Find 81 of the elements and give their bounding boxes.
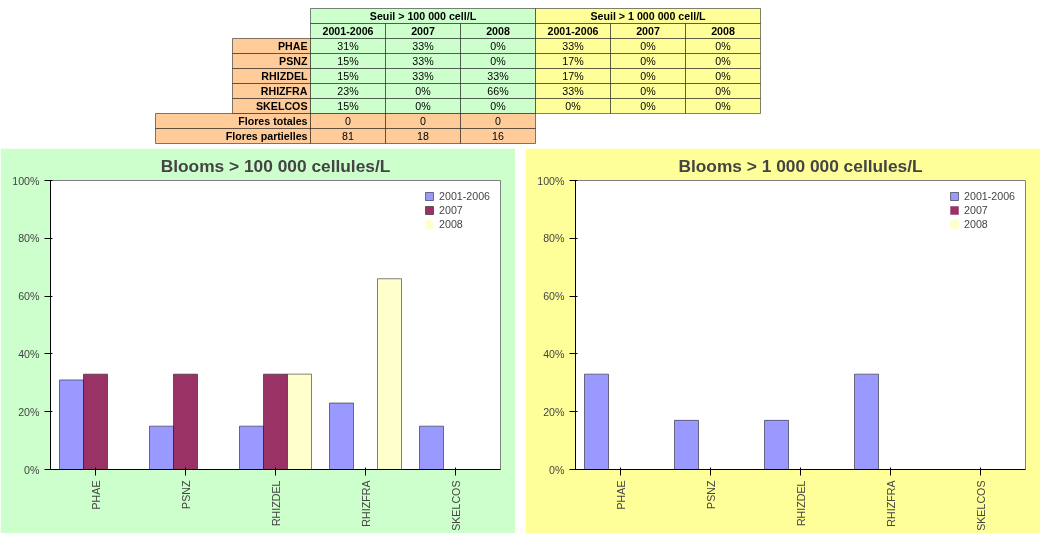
text: 0% xyxy=(490,100,506,112)
text: 33% xyxy=(412,70,434,82)
text: 17% xyxy=(562,55,584,67)
text: Seuil > 1 000 000 cell/L xyxy=(590,10,707,22)
y-tick-label: 40% xyxy=(18,347,41,360)
legend-label: 2001-2006 xyxy=(964,190,1015,202)
text: 15% xyxy=(337,70,359,82)
y-tick-label: 80% xyxy=(543,232,566,245)
x-tick-label: PHAE xyxy=(89,480,102,510)
text: 33% xyxy=(412,40,434,52)
text: 15% xyxy=(337,55,359,67)
category-label: Flores totales xyxy=(238,115,308,127)
y-tick-label: 100% xyxy=(537,174,566,187)
legend-label: 2008 xyxy=(964,218,988,230)
x-tick-label: SKELCOS xyxy=(449,480,462,531)
text: 0% xyxy=(640,85,656,97)
text: 0% xyxy=(415,85,431,97)
text: 0 xyxy=(345,115,351,127)
text: 0% xyxy=(715,85,731,97)
text: 23% xyxy=(337,85,359,97)
y-tick-label: 100% xyxy=(12,174,41,187)
text: 0% xyxy=(640,55,656,67)
x-tick-label: RHIZFRA xyxy=(359,479,372,527)
text: 0 xyxy=(495,115,501,127)
legend-label: 2007 xyxy=(439,204,463,216)
category-label: PHAE xyxy=(277,40,308,52)
text: 0% xyxy=(490,55,506,67)
category-label: 2007 xyxy=(636,25,660,37)
category-label: RHIZDEL xyxy=(261,70,308,82)
text: 33% xyxy=(562,85,584,97)
text: 33% xyxy=(562,40,584,52)
y-tick-label: 20% xyxy=(18,405,41,418)
x-tick-label: PSNZ xyxy=(704,480,717,509)
x-tick-label: RHIZFRA xyxy=(884,479,897,527)
category-label: 2008 xyxy=(711,25,735,37)
category-label: 2001-2006 xyxy=(322,25,374,37)
text: 0% xyxy=(715,55,731,67)
text: 31% xyxy=(337,40,359,52)
text: 33% xyxy=(487,70,509,82)
text: 81 xyxy=(342,130,354,142)
chart-title: Blooms > 100 000 cellules/L xyxy=(160,155,391,176)
text: 33% xyxy=(412,55,434,67)
text: 0% xyxy=(715,100,731,112)
text: 16 xyxy=(492,130,504,142)
text: 0% xyxy=(640,100,656,112)
legend-label: 2008 xyxy=(439,218,463,230)
text: 0% xyxy=(415,100,431,112)
text: 66% xyxy=(487,85,509,97)
text: 0% xyxy=(565,100,581,112)
text: Seuil > 100 000 cell/L xyxy=(369,10,477,22)
y-tick-label: 20% xyxy=(543,405,566,418)
text: 15% xyxy=(337,100,359,112)
x-tick-label: PSNZ xyxy=(179,480,192,509)
x-tick-label: SKELCOS xyxy=(974,480,987,531)
y-tick-label: 60% xyxy=(18,290,41,303)
x-tick-label: PHAE xyxy=(614,480,627,510)
x-tick-label: RHIZDEL xyxy=(269,480,282,527)
category-label: SKELCOS xyxy=(255,100,308,112)
legend-label: 2007 xyxy=(964,204,988,216)
text: 18 xyxy=(417,130,429,142)
category-label: Flores partielles xyxy=(225,130,308,142)
text: 0 xyxy=(420,115,426,127)
category-label: RHIZFRA xyxy=(260,85,308,97)
x-tick-label: RHIZDEL xyxy=(794,480,807,527)
text: 0% xyxy=(715,70,731,82)
category-label: 2007 xyxy=(411,25,435,37)
text: 0% xyxy=(715,40,731,52)
y-tick-label: 40% xyxy=(543,347,566,360)
category-label: 2008 xyxy=(486,25,510,37)
text: 17% xyxy=(562,70,584,82)
category-label: 2001-2006 xyxy=(547,25,599,37)
text: 0% xyxy=(490,40,506,52)
y-tick-label: 0% xyxy=(24,463,41,476)
y-tick-label: 60% xyxy=(543,290,566,303)
text: 0% xyxy=(640,70,656,82)
y-tick-label: 80% xyxy=(18,232,41,245)
text: 0% xyxy=(640,40,656,52)
y-tick-label: 0% xyxy=(549,463,566,476)
chart-title: Blooms > 1 000 000 cellules/L xyxy=(678,155,923,176)
legend-label: 2001-2006 xyxy=(439,190,490,202)
category-label: PSNZ xyxy=(279,55,308,67)
